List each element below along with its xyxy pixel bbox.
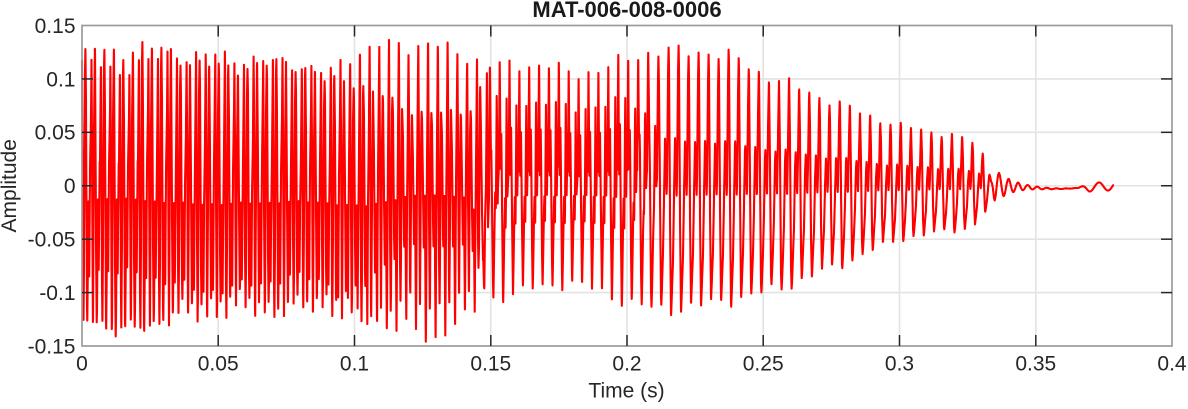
svg-text:0.4: 0.4 (1157, 353, 1187, 376)
svg-text:0.35: 0.35 (1015, 353, 1056, 376)
svg-text:-0.1: -0.1 (39, 282, 75, 305)
svg-text:0.2: 0.2 (612, 353, 641, 376)
svg-text:0.1: 0.1 (340, 353, 369, 376)
svg-text:0: 0 (76, 353, 88, 376)
svg-text:MAT-006-008-0006: MAT-006-008-0006 (532, 0, 721, 22)
svg-text:0.05: 0.05 (198, 353, 239, 376)
svg-text:0.05: 0.05 (35, 122, 76, 145)
svg-text:0: 0 (64, 175, 76, 198)
svg-text:-0.15: -0.15 (28, 335, 76, 358)
svg-text:0.15: 0.15 (470, 353, 511, 376)
svg-text:0.25: 0.25 (743, 353, 784, 376)
svg-text:0.3: 0.3 (885, 353, 914, 376)
svg-text:Time (s): Time (s) (588, 380, 664, 403)
svg-text:-0.05: -0.05 (28, 229, 76, 252)
svg-text:Amplitude: Amplitude (0, 139, 21, 232)
svg-text:0.15: 0.15 (35, 15, 76, 38)
svg-text:0.1: 0.1 (46, 68, 75, 91)
